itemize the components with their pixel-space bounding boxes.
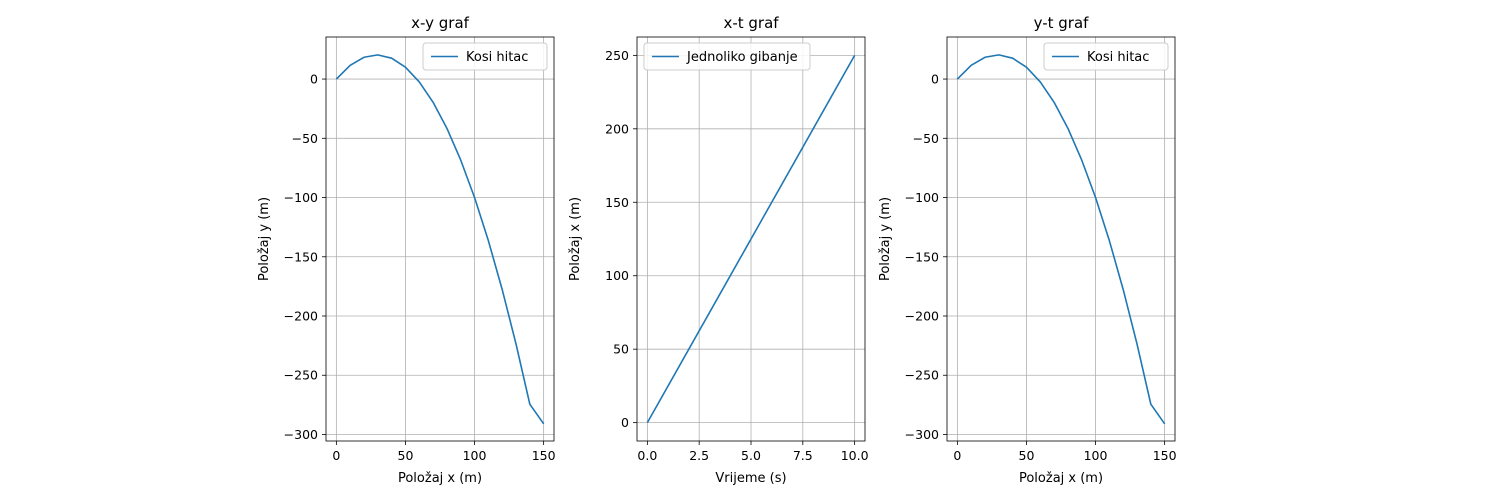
x-ticks: 0 50 100 150 xyxy=(332,441,556,463)
legend: Kosi hitac xyxy=(422,42,548,71)
legend-box xyxy=(1043,42,1169,71)
y-tick-label: −150 xyxy=(284,249,318,264)
y-tick-label: −200 xyxy=(284,309,318,324)
y-tick-label: −100 xyxy=(905,190,939,205)
y-tick-label: 0 xyxy=(931,72,939,87)
y-ticks: 0 50 100 150 200 250 xyxy=(605,48,637,430)
x-ticks: 0 50 100 150 xyxy=(953,441,1177,463)
chart-title: x-y graf xyxy=(411,14,470,32)
x-tick-label: 150 xyxy=(1153,448,1177,463)
legend-box xyxy=(422,42,548,71)
y-tick-label: 50 xyxy=(613,342,629,357)
chart-panel-2: 0.0 2.5 5.0 7.5 10.0 0 50 100 150 200 250 x-t graf V… xyxy=(568,14,869,486)
x-ticks: 0.0 2.5 5.0 7.5 10.0 xyxy=(637,441,869,463)
chart-title: x-t graf xyxy=(723,14,779,32)
x-axis-label: Položaj x (m) xyxy=(1019,471,1103,486)
chart-title: y-t graf xyxy=(1034,14,1090,32)
x-axis-label: Položaj x (m) xyxy=(398,471,482,486)
x-tick-label: 100 xyxy=(463,448,487,463)
y-tick-label: −250 xyxy=(905,368,939,383)
series-line-1 xyxy=(956,54,1166,425)
y-tick-label: −50 xyxy=(913,131,939,146)
x-tick-label: 7.5 xyxy=(793,448,813,463)
y-tick-label: −300 xyxy=(284,427,318,442)
legend-label: Kosi hitac xyxy=(466,50,528,65)
grid xyxy=(326,37,554,441)
legend: Kosi hitac xyxy=(1043,42,1169,71)
y-axis-label: Položaj y (m) xyxy=(878,197,893,281)
y-tick-label: 100 xyxy=(605,268,629,283)
series-line-1 xyxy=(335,54,545,425)
chart-panel-3: 0 50 100 150 0 −50 −100 −150 −200 −250 −300 y-t gra… xyxy=(878,14,1177,486)
y-tick-label: 200 xyxy=(605,121,629,136)
x-tick-label: 2.5 xyxy=(689,448,709,463)
y-tick-label: −150 xyxy=(905,249,939,264)
axes-frame xyxy=(325,36,555,442)
grid xyxy=(947,37,1175,441)
chart-panel-1: 0 50 100 150 0 −50 −100 −150 −200 −250 −300 x-y gra… xyxy=(257,14,556,486)
y-tick-label: −50 xyxy=(292,131,318,146)
y-tick-label: −200 xyxy=(905,309,939,324)
y-tick-label: 150 xyxy=(605,195,629,210)
legend-box xyxy=(643,42,811,71)
x-tick-label: 10.0 xyxy=(841,448,869,463)
y-tick-label: −300 xyxy=(905,427,939,442)
x-tick-label: 50 xyxy=(398,448,414,463)
x-tick-label: 150 xyxy=(532,448,556,463)
x-tick-label: 0 xyxy=(332,448,340,463)
y-tick-label: 0 xyxy=(621,415,629,430)
y-axis-label: Položaj x (m) xyxy=(568,197,583,281)
legend-label: Jednoliko gibanje xyxy=(686,50,798,65)
legend-label: Kosi hitac xyxy=(1087,50,1149,65)
x-tick-label: 0.0 xyxy=(637,448,657,463)
y-tick-label: 250 xyxy=(605,48,629,63)
y-tick-label: −250 xyxy=(284,368,318,383)
y-ticks: 0 −50 −100 −150 −200 −250 −300 xyxy=(284,72,326,442)
x-axis-label: Vrijeme (s) xyxy=(715,471,786,486)
y-axis-label: Položaj y (m) xyxy=(257,197,272,281)
legend: Jednoliko gibanje xyxy=(643,42,811,71)
y-ticks: 0 −50 −100 −150 −200 −250 −300 xyxy=(905,72,947,442)
axes-frame xyxy=(946,36,1176,442)
x-tick-label: 5.0 xyxy=(741,448,761,463)
x-tick-label: 100 xyxy=(1084,448,1108,463)
y-tick-label: 0 xyxy=(310,72,318,87)
x-tick-label: 50 xyxy=(1019,448,1035,463)
y-tick-label: −100 xyxy=(284,190,318,205)
x-tick-label: 0 xyxy=(953,448,961,463)
series-line-1 xyxy=(646,54,856,424)
